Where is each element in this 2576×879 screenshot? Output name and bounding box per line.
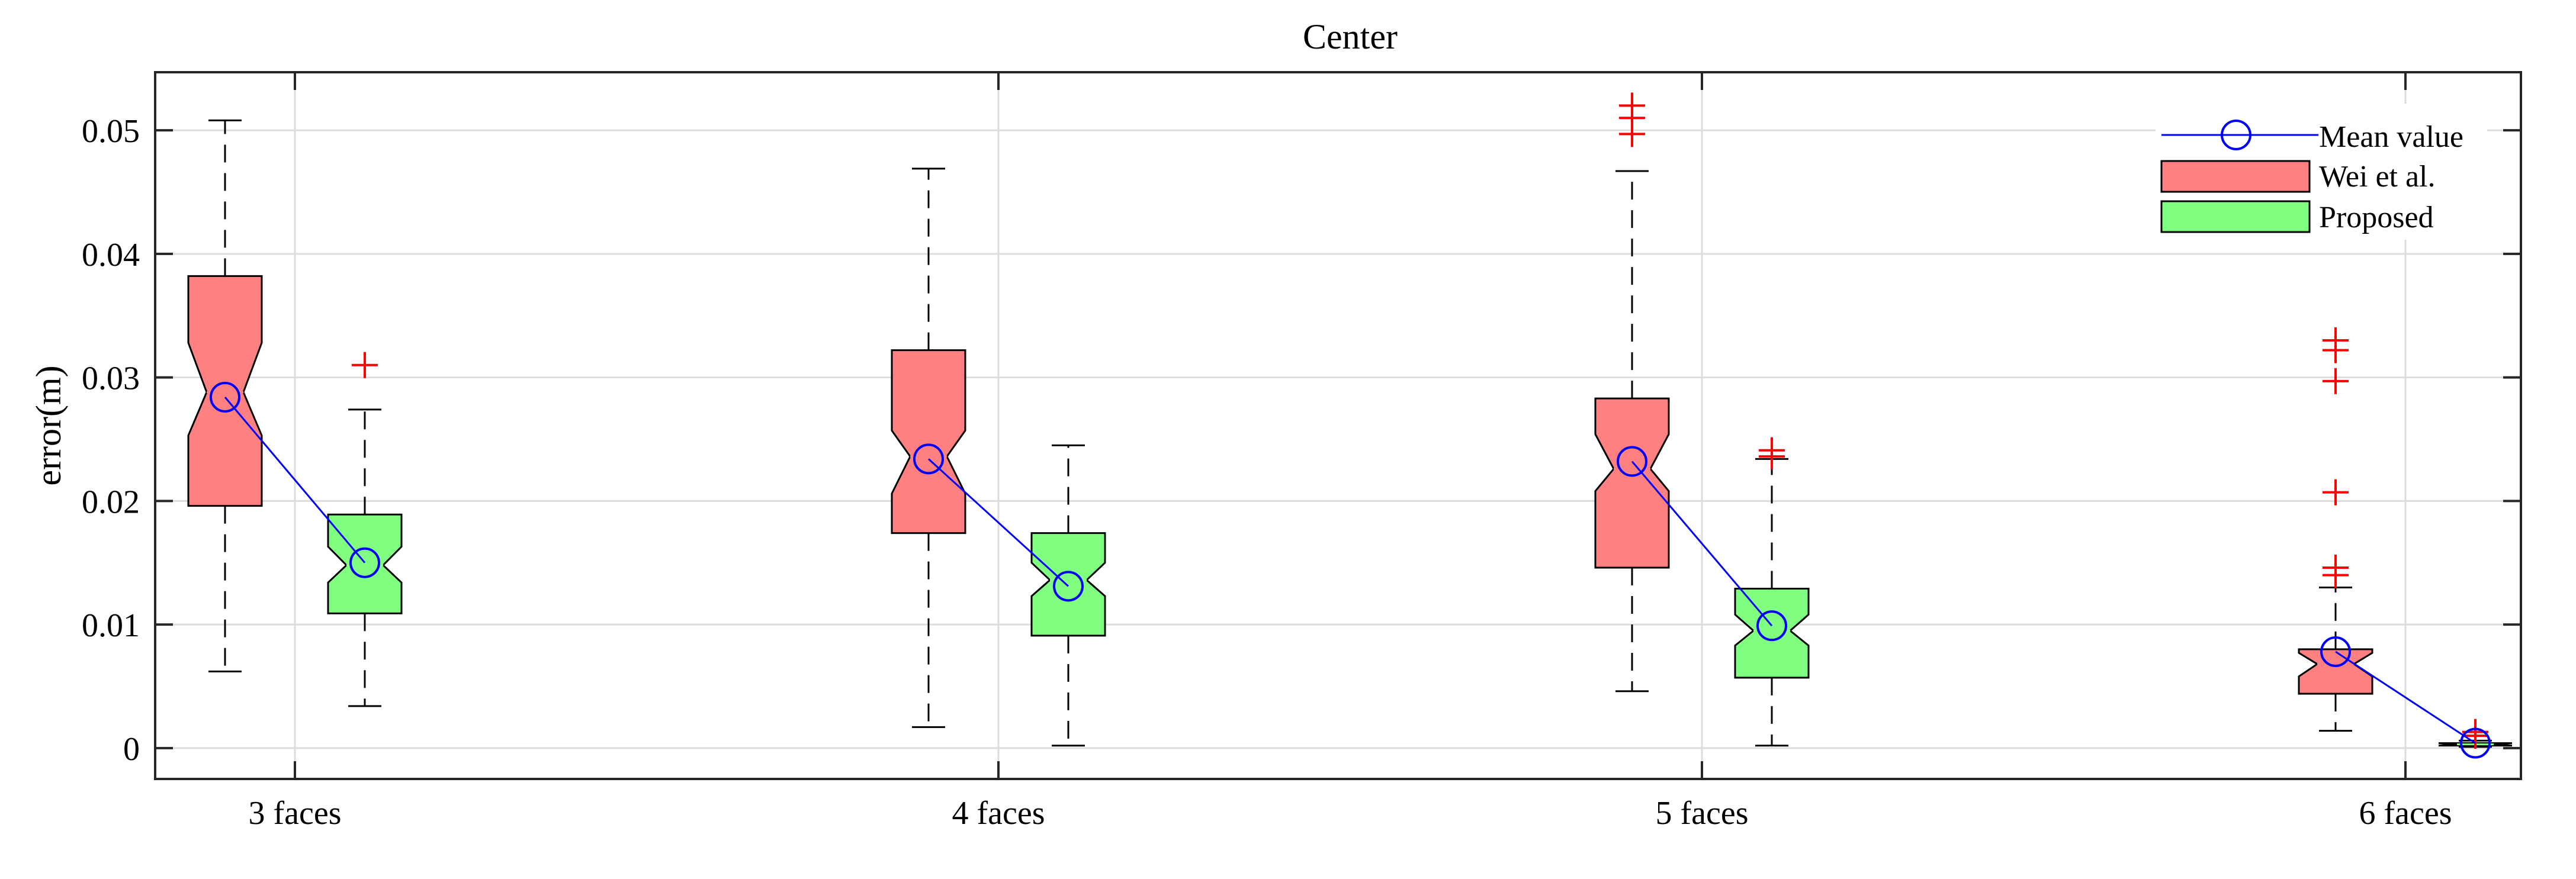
- y-tick-label: 0.05: [82, 113, 140, 150]
- y-tick-label: 0: [123, 731, 140, 768]
- outlier-marker: [2323, 555, 2349, 581]
- mean-marker: [1053, 571, 1084, 602]
- box-group: [1594, 92, 1670, 693]
- legend-swatch-proposed: [2160, 200, 2311, 233]
- grid-lines: [155, 72, 2521, 779]
- plot-area-background: [155, 72, 2521, 779]
- x-tick-label: 3 faces: [248, 795, 341, 832]
- mean-connector: [224, 397, 366, 564]
- legend-label-wei: Wei et al.: [2319, 160, 2436, 194]
- x-tick-label: 5 faces: [1655, 795, 1748, 832]
- notched-box: [2298, 648, 2373, 695]
- legend-swatch-wei: [2160, 160, 2311, 193]
- y-tick-label: 0.02: [82, 484, 140, 520]
- legend: Mean value Wei et al. Proposed: [2156, 104, 2487, 240]
- x-tick-label: 4 faces: [952, 795, 1045, 832]
- mean-marker: [1617, 446, 1647, 477]
- axis-ticks: [155, 72, 2521, 779]
- mean-marker: [913, 443, 944, 475]
- outlier-marker: [1759, 437, 1785, 463]
- legend-label-mean: Mean value: [2319, 120, 2463, 154]
- outlier-marker: [352, 352, 378, 378]
- mean-marker: [210, 381, 240, 413]
- y-tick-label: 0.01: [82, 607, 140, 644]
- plot-frame: [154, 71, 2522, 780]
- mean-connector: [2335, 651, 2476, 744]
- chart-title: Center: [1303, 17, 1398, 56]
- mean-marker: [2320, 636, 2351, 667]
- mean-marker: [349, 547, 380, 578]
- y-axis-label: error(m): [29, 365, 68, 485]
- notched-box: [1594, 397, 1670, 569]
- outlier-marker: [2323, 368, 2349, 394]
- legend-label-proposed: Proposed: [2319, 201, 2434, 234]
- notched-box: [1734, 588, 1810, 679]
- notched-box: [327, 513, 403, 614]
- box-group: [2298, 327, 2373, 732]
- boxes-layer: [187, 92, 2513, 749]
- axis-labels: 0 0.01 0.02 0.03 0.04 0.05 3 faces 4 faces 5 fac…: [82, 113, 2452, 832]
- mean-lines-layer: [210, 381, 2491, 759]
- mean-marker: [2460, 727, 2491, 759]
- notched-box: [187, 275, 263, 507]
- legend-mean-marker: [2221, 120, 2251, 150]
- outlier-marker: [2323, 327, 2349, 353]
- mean-connector: [927, 458, 1069, 587]
- outlier-marker: [2323, 479, 2349, 505]
- outlier-marker: [1619, 92, 1645, 119]
- box-group: [891, 168, 966, 728]
- notched-box: [1030, 532, 1106, 637]
- mean-marker: [1756, 610, 1787, 642]
- notched-box: [891, 349, 966, 535]
- y-tick-label: 0.03: [82, 360, 140, 397]
- mean-connector: [1631, 461, 1773, 627]
- x-tick-label: 6 faces: [2359, 795, 2452, 832]
- box-group: [327, 352, 403, 707]
- y-tick-label: 0.04: [82, 237, 140, 273]
